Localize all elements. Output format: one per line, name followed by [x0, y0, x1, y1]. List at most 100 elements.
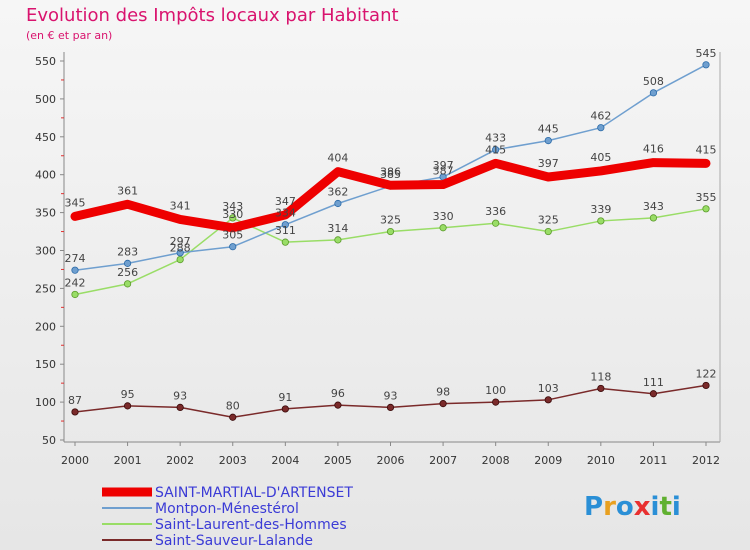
- data-point-2: [492, 219, 500, 227]
- data-label-3: 91: [278, 391, 292, 404]
- data-label-0: 330: [222, 208, 243, 221]
- data-point-3: [649, 390, 658, 398]
- legend-label-1: Montpon-Ménestérol: [155, 501, 299, 517]
- data-label-0: 415: [485, 143, 506, 156]
- data-point-1: [176, 249, 184, 257]
- data-point-3: [597, 384, 605, 393]
- x-tick-label: 2011: [639, 454, 667, 467]
- x-tick-label: 2004: [271, 454, 299, 467]
- logo-letter: x: [634, 492, 651, 522]
- data-point-3: [176, 403, 184, 412]
- x-tick-label: 2007: [429, 454, 457, 467]
- data-point-3: [492, 398, 500, 406]
- data-label-2: 242: [65, 276, 86, 289]
- data-label-0: 416: [643, 143, 664, 156]
- logo-letter: t: [659, 492, 671, 522]
- legend-label-3: Saint-Sauveur-Lalande: [155, 533, 313, 549]
- axes: 50 100 150 200 250 300 350 400 450 500 550 2000 2001…: [35, 52, 721, 467]
- data-label-1: 274: [65, 252, 86, 265]
- data-label-1: 385: [380, 168, 401, 181]
- x-tick-label: 2003: [219, 454, 247, 467]
- data-point-1: [649, 89, 658, 97]
- y-tick-label: 50: [42, 434, 56, 447]
- data-label-1: 283: [117, 245, 138, 258]
- data-point-1: [281, 221, 289, 229]
- data-label-3: 100: [485, 384, 506, 397]
- logo-letter: i: [651, 492, 660, 522]
- data-label-1: 334: [275, 207, 296, 220]
- data-label-2: 343: [222, 200, 243, 213]
- legend-label-2: Saint-Laurent-des-Hommes: [155, 517, 347, 533]
- data-point-2: [281, 238, 289, 246]
- proxiti-logo: Proxiti: [584, 492, 681, 522]
- x-tick-label: 2008: [482, 454, 510, 467]
- data-point-1: [123, 259, 132, 267]
- data-point-3: [281, 405, 289, 413]
- data-point-1: [71, 266, 79, 274]
- data-point-2: [123, 280, 132, 288]
- x-tick-label: 2006: [377, 454, 405, 467]
- data-label-1: 362: [327, 186, 348, 199]
- data-point-1: [334, 199, 342, 208]
- data-point-1: [544, 136, 552, 145]
- y-tick-label: 250: [35, 282, 56, 295]
- data-label-2: 343: [643, 200, 664, 213]
- data-label-2: 288: [170, 242, 191, 255]
- legend-label-0: SAINT-MARTIAL-D'ARTENSET: [155, 485, 353, 501]
- data-point-2: [386, 227, 395, 236]
- data-label-0: 415: [696, 143, 717, 156]
- logo-letter: P: [584, 492, 603, 522]
- data-label-1: 305: [222, 229, 243, 242]
- x-tick-label: 2010: [587, 454, 615, 467]
- y-tick-label: 150: [35, 358, 56, 371]
- data-point-3: [229, 413, 237, 421]
- data-point-3: [386, 403, 395, 412]
- chart-subtitle: (en € et par an): [26, 29, 112, 42]
- data-label-0: 347: [275, 195, 296, 208]
- data-label-1: 433: [485, 132, 506, 145]
- data-label-0: 405: [590, 151, 611, 164]
- data-point-2: [649, 214, 658, 222]
- data-point-3: [702, 381, 710, 390]
- chart-title: Evolution des Impôts locaux par Habitant: [26, 5, 399, 26]
- data-point-2: [71, 290, 79, 299]
- data-label-0: 387: [433, 165, 454, 178]
- data-point-2: [544, 227, 552, 236]
- series-line-0: [70, 158, 711, 233]
- data-label-3: 93: [173, 389, 187, 402]
- data-point-3: [334, 401, 342, 409]
- data-label-1: 397: [433, 159, 454, 172]
- data-label-3: 98: [436, 386, 450, 399]
- data-label-3: 93: [384, 389, 398, 402]
- y-tick-label: 550: [35, 55, 56, 68]
- data-label-0: 386: [380, 165, 401, 178]
- y-tick-label: 400: [35, 169, 56, 182]
- y-tick-label: 450: [35, 131, 56, 144]
- data-point-1: [229, 243, 237, 251]
- y-tick-label: 100: [35, 396, 56, 409]
- data-label-3: 111: [643, 376, 664, 389]
- data-label-1: 508: [643, 75, 664, 88]
- data-point-2: [334, 236, 342, 244]
- data-point-3: [71, 408, 79, 416]
- data-label-2: 256: [117, 266, 138, 279]
- data-label-1: 545: [696, 47, 717, 60]
- series-lines: [70, 61, 711, 421]
- x-tick-label: 2001: [114, 454, 142, 467]
- x-tick-label: 2005: [324, 454, 352, 467]
- x-tick-label: 2009: [534, 454, 562, 467]
- data-label-2: 311: [275, 224, 296, 237]
- y-tick-label: 300: [35, 245, 56, 258]
- logo-letter: o: [616, 492, 634, 522]
- data-label-1: 297: [170, 235, 191, 248]
- data-label-2: 339: [590, 203, 611, 216]
- data-label-0: 397: [538, 157, 559, 170]
- y-tick-label: 200: [35, 320, 56, 333]
- data-point-3: [123, 402, 132, 410]
- logo-letter: i: [672, 492, 681, 522]
- data-label-3: 87: [68, 394, 82, 407]
- data-label-1: 462: [590, 110, 611, 123]
- data-point-1: [597, 124, 605, 132]
- data-point-3: [439, 400, 447, 408]
